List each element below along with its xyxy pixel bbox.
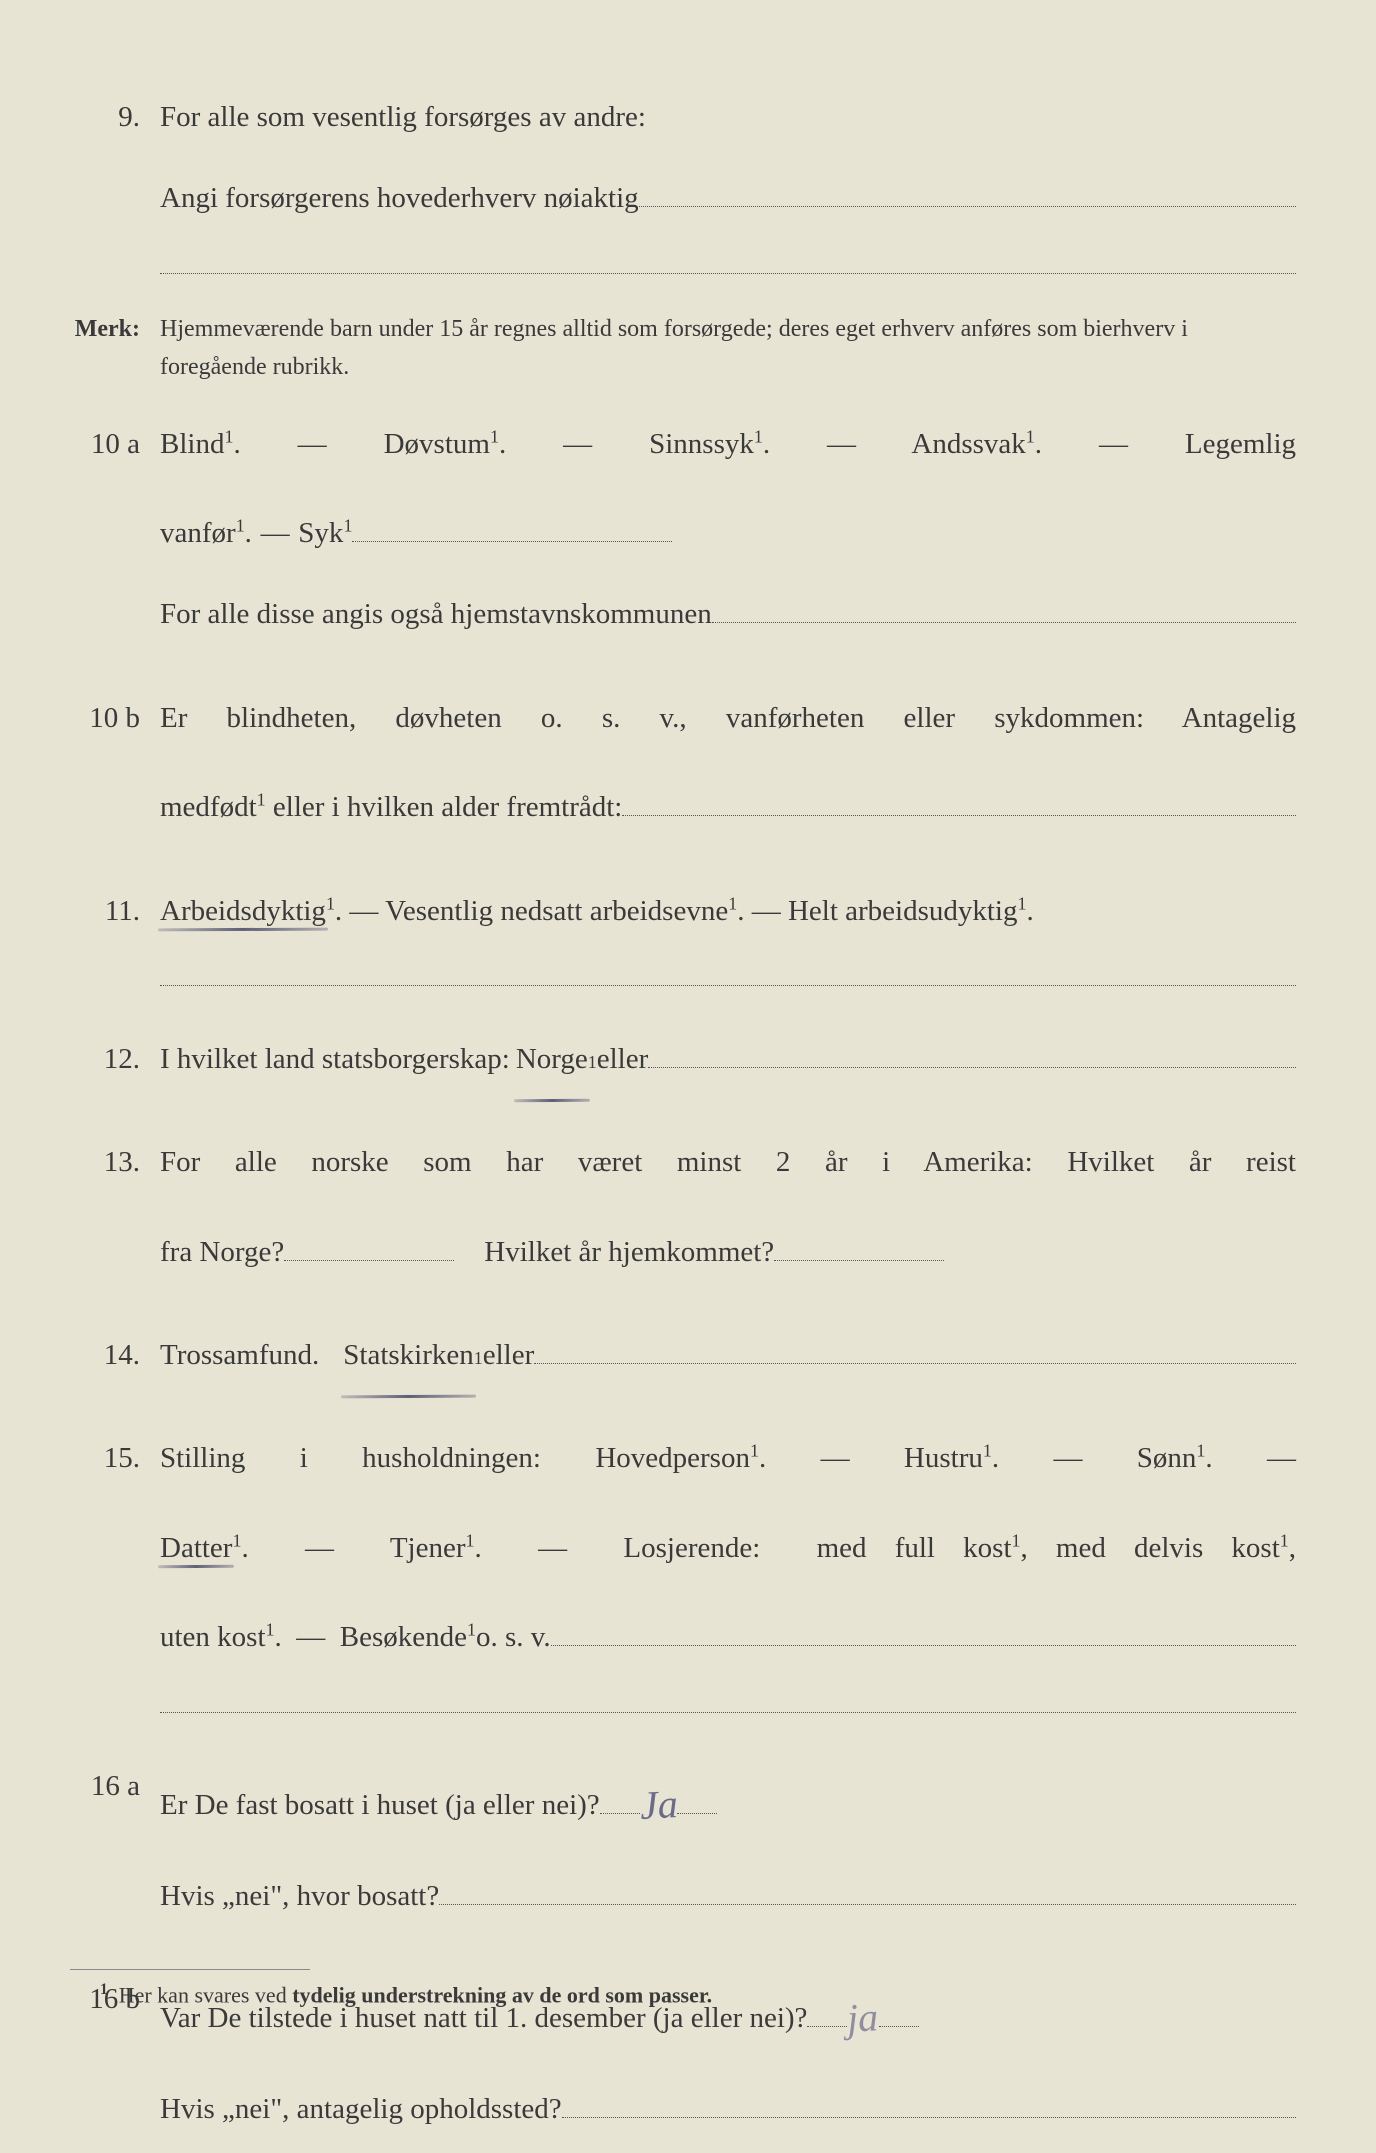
q10a-opt-andssvak: Andssvak1.	[911, 428, 1042, 460]
q13-body: For alle norske som har været minst 2 år…	[160, 1125, 1296, 1296]
q15-osv: o. s. v.	[476, 1600, 551, 1675]
q15-opt-tjener: Tjener1.	[390, 1532, 482, 1564]
footnote-text-bold: tydelig understrekning av de ord som pas…	[292, 1982, 712, 2007]
q14-number: 14.	[70, 1318, 160, 1399]
q16a-line2: Hvis „nei", hvor bosatt?	[160, 1859, 439, 1934]
q16b-line2: Hvis „nei", antagelig opholdssted?	[160, 2072, 562, 2147]
q10a-blank-syk[interactable]	[352, 513, 672, 542]
q15-losjerende-label: Losjerende:	[623, 1532, 760, 1564]
q15-opt-hustru: Hustru1.	[904, 1442, 999, 1474]
footnote-marker: 1	[100, 1981, 108, 1998]
q9-body: For alle som vesentlig forsørges av andr…	[160, 80, 1296, 288]
q12-body: I hvilket land statsborgerskap: Norge1 e…	[160, 1022, 1296, 1103]
q15-prefix: Stilling i husholdningen:	[160, 1442, 595, 1474]
q10b-line2: medfødt1 eller i hvilken alder fremtrådt…	[160, 770, 622, 845]
q11-blank[interactable]	[160, 957, 1296, 986]
q15-opt-delviskost: med delvis kost1,	[1056, 1532, 1296, 1564]
q12-number: 12.	[70, 1022, 160, 1103]
q11-body: Arbeidsdyktig1. — Vesentlig nedsatt arbe…	[160, 874, 1296, 1000]
q14-suffix: eller	[483, 1318, 535, 1393]
q10a-number: 10 a	[70, 407, 160, 659]
q10a-opt-legemlig-prefix: Legemlig	[1185, 428, 1296, 460]
q12-suffix: eller	[597, 1022, 649, 1097]
q16a-blank2[interactable]	[439, 1876, 1296, 1905]
question-10a: 10 a Blind1. — Døvstum1. — Sinnssyk1. — …	[70, 407, 1296, 659]
q14-label: Trossamfund.	[160, 1318, 319, 1393]
q16a-body: Er De fast bosatt i huset (ja eller nei)…	[160, 1749, 1296, 1940]
q16a-number: 16 a	[70, 1749, 160, 1940]
q10a-opt-syk: Syk1	[298, 496, 352, 571]
question-14: 14. Trossamfund. Statskirken1 eller	[70, 1318, 1296, 1399]
q13-blank2[interactable]	[774, 1232, 944, 1261]
q15-number: 15.	[70, 1421, 160, 1726]
q12-blank[interactable]	[648, 1039, 1296, 1068]
q15-blank-full[interactable]	[160, 1684, 1296, 1713]
q13-line1: For alle norske som har været minst 2 år…	[160, 1125, 1296, 1200]
q14-body: Trossamfund. Statskirken1 eller	[160, 1318, 1296, 1399]
q15-body: Stilling i husholdningen: Hovedperson1. …	[160, 1421, 1296, 1726]
q10a-body: Blind1. — Døvstum1. — Sinnssyk1. — Andss…	[160, 407, 1296, 659]
q10b-number: 10 b	[70, 681, 160, 852]
q15-opt-datter: Datter	[160, 1532, 232, 1564]
q15-opt-sonn: Sønn1.	[1137, 1442, 1213, 1474]
q12-prefix: I hvilket land statsborgerskap:	[160, 1022, 510, 1097]
q10a-blank-kommune[interactable]	[712, 594, 1296, 623]
footnote-rule	[70, 1969, 310, 1978]
q10a-opt-blind: Blind1.	[160, 428, 241, 460]
q11-opt-nedsatt: Vesentlig nedsatt arbeidsevne	[385, 895, 728, 927]
q13-part2: Hvilket år hjemkommet?	[484, 1215, 774, 1290]
question-15: 15. Stilling i husholdningen: Hovedperso…	[70, 1421, 1296, 1726]
census-form-page: 9. For alle som vesentlig forsørges av a…	[70, 80, 1296, 1988]
q10a-opt-sinnssyk: Sinnssyk1.	[649, 428, 770, 460]
q14-blank[interactable]	[534, 1335, 1296, 1364]
q11-opt-arbeidsdyktig: Arbeidsdyktig	[160, 895, 326, 927]
q13-number: 13.	[70, 1125, 160, 1296]
q12-opt-norge: Norge	[516, 1022, 588, 1097]
q9-blank-full[interactable]	[160, 245, 1296, 274]
q16a-answer: Ja	[637, 1752, 680, 1858]
footnote-text-prefix: Her kan svares ved	[119, 1982, 293, 2007]
q10b-line1: Er blindheten, døvheten o. s. v., vanfør…	[160, 681, 1296, 756]
q13-part1: fra Norge?	[160, 1215, 284, 1290]
q9-blank[interactable]	[639, 178, 1296, 207]
q10a-opt-dovstum: Døvstum1.	[384, 428, 507, 460]
footnote: 1 Her kan svares ved tydelig understrekn…	[100, 1981, 1296, 2008]
q15-blank[interactable]	[551, 1617, 1296, 1646]
q9-line2: Angi forsørgerens hovederhverv nøiaktig	[160, 161, 639, 236]
question-11: 11. Arbeidsdyktig1. — Vesentlig nedsatt …	[70, 874, 1296, 1000]
q10a-opt-vanfor: vanfør1.	[160, 496, 252, 571]
question-16a: 16 a Er De fast bosatt i huset (ja eller…	[70, 1749, 1296, 1940]
q16b-blank2[interactable]	[562, 2089, 1296, 2118]
q10b-blank[interactable]	[622, 787, 1296, 816]
q11-number: 11.	[70, 874, 160, 1000]
merk-note: Merk: Hjemmeværende barn under 15 år reg…	[70, 310, 1296, 387]
q14-opt-statskirken: Statskirken	[343, 1318, 474, 1393]
merk-label: Merk:	[70, 310, 160, 387]
q11-opt-udyktig: Helt arbeidsudyktig	[788, 895, 1018, 927]
question-13: 13. For alle norske som har været minst …	[70, 1125, 1296, 1296]
q16a-blank-suffix[interactable]	[677, 1785, 717, 1814]
question-12: 12. I hvilket land statsborgerskap: Norg…	[70, 1022, 1296, 1103]
question-9: 9. For alle som vesentlig forsørges av a…	[70, 80, 1296, 288]
q10b-body: Er blindheten, døvheten o. s. v., vanfør…	[160, 681, 1296, 852]
q15-opt-hovedperson: Hovedperson1.	[595, 1442, 766, 1474]
q15-opt-besok: Besøkende1	[340, 1600, 476, 1675]
q9-line1: For alle som vesentlig forsørges av andr…	[160, 80, 646, 155]
q9-number: 9.	[70, 80, 160, 288]
q13-blank1[interactable]	[284, 1232, 454, 1261]
q15-opt-fullkost: med full kost1,	[817, 1532, 1028, 1564]
q16a-line1: Er De fast bosatt i huset (ja eller nei)…	[160, 1768, 600, 1843]
q15-opt-utenkost: uten kost1.	[160, 1600, 282, 1675]
q10a-line3: For alle disse angis også hjemstavnskomm…	[160, 577, 712, 652]
q16a-blank-prefix[interactable]	[600, 1785, 640, 1814]
question-10b: 10 b Er blindheten, døvheten o. s. v., v…	[70, 681, 1296, 852]
merk-text: Hjemmeværende barn under 15 år regnes al…	[160, 310, 1296, 387]
